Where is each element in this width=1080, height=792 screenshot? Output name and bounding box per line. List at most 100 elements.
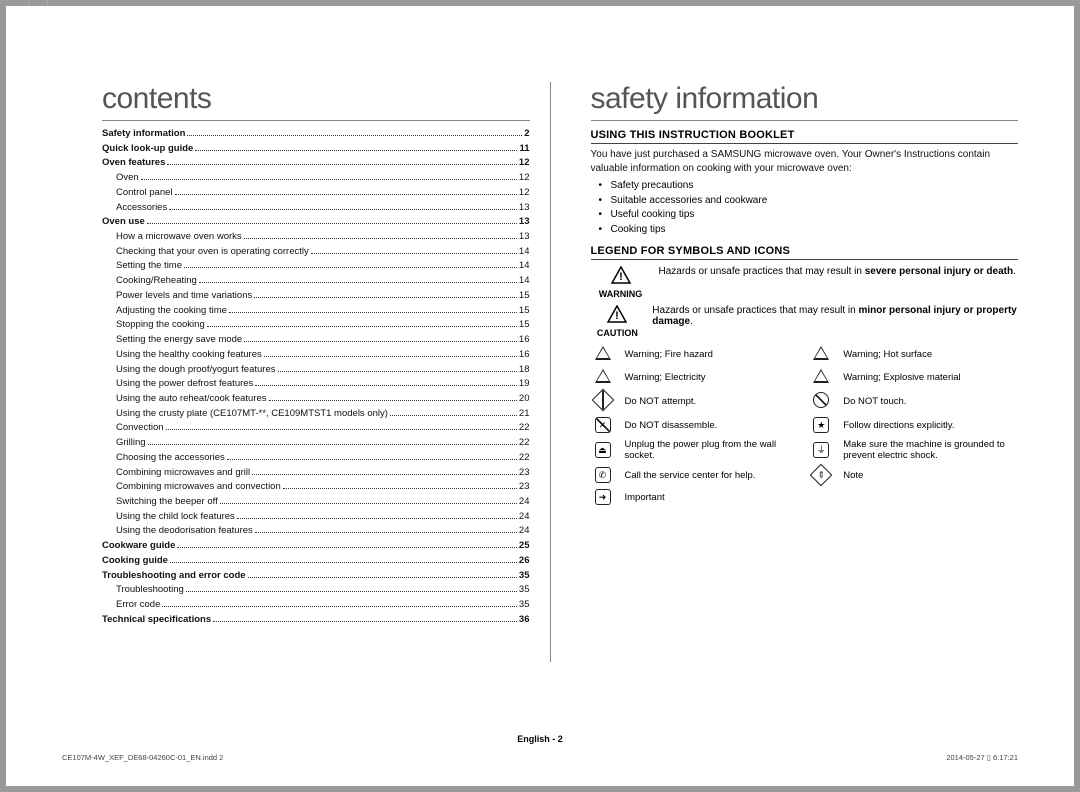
toc-leader: [227, 453, 517, 460]
toc-page: 13: [519, 201, 530, 216]
toc-page: 21: [519, 407, 530, 422]
toc-leader: [248, 571, 517, 578]
caution-label: CAUTION: [591, 328, 645, 338]
symbol-icon: ✆: [591, 467, 615, 483]
toc-row: How a microwave oven works13: [102, 230, 530, 245]
toc-label: Using the power defrost features: [102, 377, 253, 392]
toc-label: Using the child lock features: [102, 510, 235, 525]
toc-page: 14: [519, 245, 530, 260]
symbol-icon: ➜: [591, 489, 615, 505]
toc-page: 24: [519, 524, 530, 539]
warning-triangle-icon: !: [611, 266, 631, 284]
toc-leader: [187, 129, 522, 136]
contents-column: contents Safety information2Quick look-u…: [102, 82, 551, 662]
toc-row: Troubleshooting35: [102, 583, 530, 598]
toc-row: Switching the beeper off24: [102, 495, 530, 510]
safety-rule: [591, 120, 1019, 121]
toc-row: Oven use13: [102, 215, 530, 230]
toc-row: Using the power defrost features19: [102, 377, 530, 392]
toc-leader: [220, 497, 517, 504]
toc-page: 25: [519, 539, 530, 554]
toc-label: Choosing the accessories: [102, 451, 225, 466]
toc-page: 26: [519, 554, 530, 569]
symbol-label: Make sure the machine is grounded to pre…: [843, 439, 1018, 461]
toc-row: Using the crusty plate (CE107MT-**, CE10…: [102, 407, 530, 422]
list-item: Suitable accessories and cookware: [599, 194, 1019, 209]
page: contents Safety information2Quick look-u…: [6, 6, 1074, 786]
toc-row: Stopping the cooking15: [102, 318, 530, 333]
symbol-icon: [591, 392, 615, 411]
toc-row: Accessories13: [102, 201, 530, 216]
legend-caution-row: ! CAUTION Hazards or unsafe practices th…: [591, 305, 1019, 338]
toc-page: 12: [519, 156, 530, 171]
toc-row: Oven features12: [102, 156, 530, 171]
toc-row: Cooking/Reheating14: [102, 274, 530, 289]
toc-row: Troubleshooting and error code35: [102, 569, 530, 584]
toc-label: How a microwave oven works: [102, 230, 242, 245]
intro-paragraph: You have just purchased a SAMSUNG microw…: [591, 148, 1019, 175]
toc-row: Oven12: [102, 171, 530, 186]
safety-heading: safety information: [591, 82, 1019, 116]
toc-page: 15: [519, 289, 530, 304]
contents-rule: [102, 120, 530, 121]
toc-label: Cooking guide: [102, 554, 168, 569]
print-footer: CE107M-4W_XEF_DE68-04260C-01_EN.indd 2 2…: [62, 753, 1018, 762]
toc-label: Setting the energy save mode: [102, 333, 242, 348]
symbol-label: Follow directions explicitly.: [843, 420, 1018, 431]
toc-label: Power levels and time variations: [102, 289, 252, 304]
symbol-icon: ✕: [591, 417, 615, 433]
toc-label: Using the deodorisation features: [102, 524, 253, 539]
toc-page: 36: [519, 613, 530, 628]
toc-row: Using the healthy cooking features16: [102, 348, 530, 363]
toc-row: Grilling22: [102, 436, 530, 451]
symbol-label: Warning; Explosive material: [843, 372, 1018, 383]
toc-leader: [255, 527, 517, 534]
legend-warning-row: ! WARNING Hazards or unsafe practices th…: [591, 266, 1019, 299]
toc-leader: [264, 350, 517, 357]
toc-row: Using the auto reheat/cook features20: [102, 392, 530, 407]
list-item: Cooking tips: [599, 223, 1019, 238]
toc-leader: [283, 483, 517, 490]
toc-page: 22: [519, 421, 530, 436]
toc-label: Convection: [102, 421, 164, 436]
toc-leader: [213, 615, 517, 622]
toc-leader: [147, 218, 517, 225]
toc-leader: [255, 380, 517, 387]
toc-leader: [244, 232, 517, 239]
toc-page: 20: [519, 392, 530, 407]
toc-page: 35: [519, 583, 530, 598]
toc-leader: [237, 512, 517, 519]
toc-label: Stopping the cooking: [102, 318, 205, 333]
toc-page: 12: [519, 171, 530, 186]
toc-label: Cooking/Reheating: [102, 274, 197, 289]
toc-row: Convection 22: [102, 421, 530, 436]
toc-leader: [390, 409, 517, 416]
toc-leader: [169, 203, 517, 210]
symbol-icon: ★: [809, 417, 833, 433]
toc-page: 16: [519, 333, 530, 348]
toc-label: Adjusting the cooking time: [102, 304, 227, 319]
safety-column: safety information USING THIS INSTRUCTIO…: [591, 82, 1019, 662]
toc-row: Combining microwaves and grill23: [102, 466, 530, 481]
toc-label: Using the dough proof/yogurt features: [102, 363, 276, 378]
symbol-label: Call the service center for help.: [625, 470, 800, 481]
page-number-footer: English - 2: [6, 734, 1074, 744]
toc-row: Technical specifications 36: [102, 613, 530, 628]
toc-label: Cookware guide: [102, 539, 175, 554]
symbol-icon: ⏚: [809, 442, 833, 458]
toc-label: Combining microwaves and convection: [102, 480, 281, 495]
symbol-label: Note: [843, 470, 1018, 481]
toc-row: Checking that your oven is operating cor…: [102, 245, 530, 260]
toc-label: Combining microwaves and grill: [102, 466, 250, 481]
toc-row: Safety information2: [102, 127, 530, 142]
toc-label: Technical specifications: [102, 613, 211, 628]
toc-leader: [166, 424, 517, 431]
toc-leader: [175, 188, 517, 195]
toc-page: 12: [519, 186, 530, 201]
toc-leader: [162, 600, 517, 607]
toc-label: Control panel: [102, 186, 173, 201]
toc-leader: [278, 365, 517, 372]
toc-page: 2: [524, 127, 529, 142]
toc-row: Error code35: [102, 598, 530, 613]
toc-leader: [195, 144, 517, 151]
